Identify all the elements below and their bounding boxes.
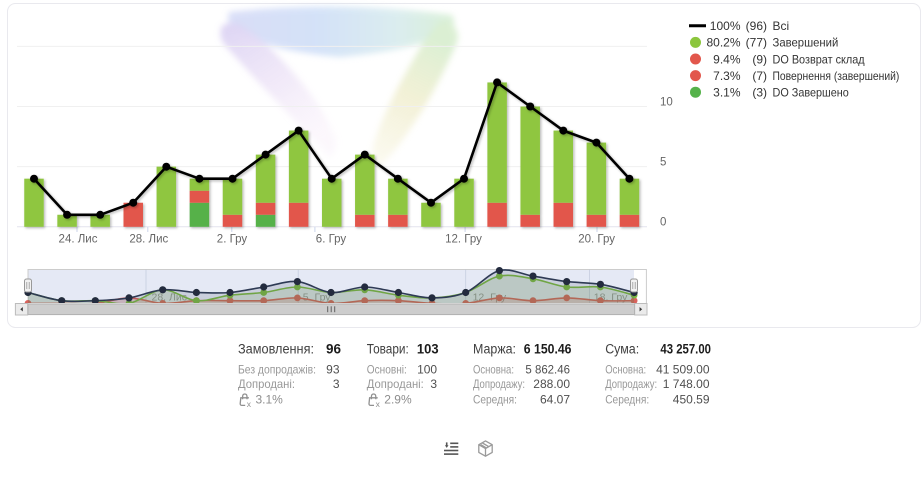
svg-text:103: 103 (417, 341, 439, 356)
svg-text:7.3%: 7.3% (713, 69, 741, 83)
svg-text:DO Возврат склад: DO Возврат склад (773, 52, 865, 66)
svg-text:3.1%: 3.1% (713, 86, 741, 100)
svg-text:DO Завершено: DO Завершено (773, 86, 850, 100)
svg-text:3: 3 (333, 377, 340, 391)
svg-text:(77): (77) (746, 36, 767, 50)
svg-text:6 150.46: 6 150.46 (524, 341, 572, 356)
svg-text:5: 5 (660, 156, 666, 168)
svg-text:450.59: 450.59 (673, 393, 710, 407)
svg-text:9.4%: 9.4% (713, 52, 741, 66)
svg-text:Допродані:: Допродані: (367, 377, 424, 391)
svg-text:2.9%: 2.9% (384, 393, 412, 407)
svg-text:5 862.46: 5 862.46 (525, 362, 570, 376)
svg-text:(9): (9) (752, 52, 767, 66)
svg-text:28. Лис: 28. Лис (129, 234, 168, 246)
svg-text:Без допродажів:: Без допродажів: (238, 362, 316, 376)
svg-text:80.2%: 80.2% (706, 36, 740, 50)
svg-text:10: 10 (660, 96, 673, 108)
svg-text:24. Лис: 24. Лис (59, 234, 98, 246)
svg-text:x: x (247, 399, 252, 409)
svg-text:93: 93 (326, 362, 340, 376)
svg-text:100%: 100% (710, 19, 741, 33)
svg-text:12. Гру: 12. Гру (445, 234, 482, 246)
svg-text:Замовлення:: Замовлення: (238, 341, 314, 356)
svg-text:(7): (7) (752, 69, 767, 83)
svg-text:6. Гру: 6. Гру (316, 234, 347, 246)
svg-text:100: 100 (417, 362, 437, 376)
svg-text:Допродані:: Допродані: (238, 377, 295, 391)
svg-text:96: 96 (326, 341, 342, 356)
svg-text:(96): (96) (746, 19, 767, 33)
svg-text:Сума:: Сума: (605, 341, 639, 356)
svg-text:41 509.00: 41 509.00 (656, 362, 710, 376)
svg-text:20. Гру: 20. Гру (578, 234, 615, 246)
svg-text:Основна:: Основна: (473, 362, 514, 376)
svg-text:288.00: 288.00 (533, 377, 570, 391)
svg-text:x: x (376, 399, 381, 409)
svg-text:64.07: 64.07 (540, 393, 570, 407)
svg-text:Допродажу:: Допродажу: (473, 377, 525, 391)
svg-text:Середня:: Середня: (473, 393, 517, 407)
svg-text:2. Гру: 2. Гру (217, 234, 248, 246)
svg-text:43 257.00: 43 257.00 (660, 341, 711, 356)
svg-text:3.1%: 3.1% (256, 393, 284, 407)
svg-text:(3): (3) (752, 86, 767, 100)
svg-text:Середня:: Середня: (605, 393, 649, 407)
svg-text:Всі: Всі (773, 19, 790, 33)
svg-text:Основні:: Основні: (367, 362, 407, 376)
svg-text:3: 3 (430, 377, 437, 391)
svg-text:Товари:: Товари: (367, 341, 409, 356)
svg-text:Маржа:: Маржа: (473, 341, 516, 356)
svg-text:Допродажу:: Допродажу: (605, 377, 657, 391)
svg-text:Завершений: Завершений (773, 36, 839, 50)
svg-text:1 748.00: 1 748.00 (663, 377, 710, 391)
svg-text:Повернення (завершений): Повернення (завершений) (773, 69, 900, 83)
svg-text:0: 0 (660, 216, 666, 228)
svg-text:Основна:: Основна: (605, 362, 646, 376)
